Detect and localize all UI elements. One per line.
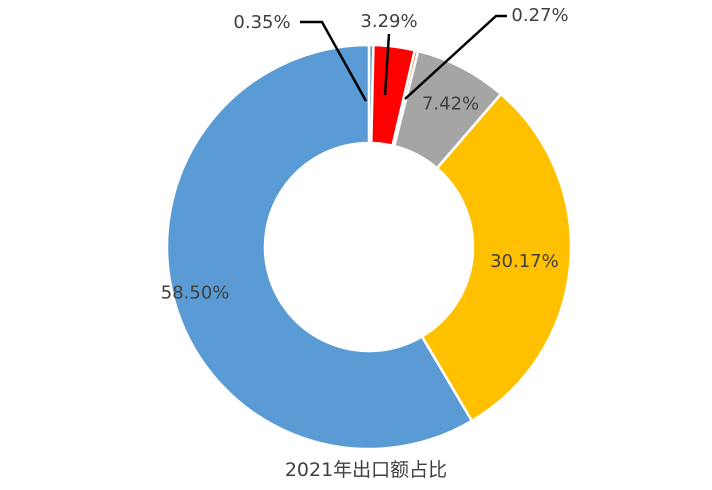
leader-line [383, 33, 391, 96]
leader-lines [300, 14, 507, 102]
leader-line [300, 20, 368, 102]
chart-title: 2021年出口额占比 [285, 459, 447, 481]
slice-labels: 0.35% 3.29% 0.27% 7.42% 30.17% 58.50% [161, 5, 569, 303]
leader-line [404, 14, 507, 100]
slice-label: 0.35% [233, 12, 290, 33]
slice-label: 58.50% [161, 282, 230, 303]
slice-label: 7.42% [422, 93, 479, 114]
slice-label: 0.27% [511, 5, 568, 26]
slice-label: 3.29% [360, 11, 417, 32]
donut-slice [420, 92, 573, 423]
donut-slices [165, 43, 573, 451]
slice-label: 30.17% [490, 251, 559, 272]
donut-slice [165, 43, 474, 451]
